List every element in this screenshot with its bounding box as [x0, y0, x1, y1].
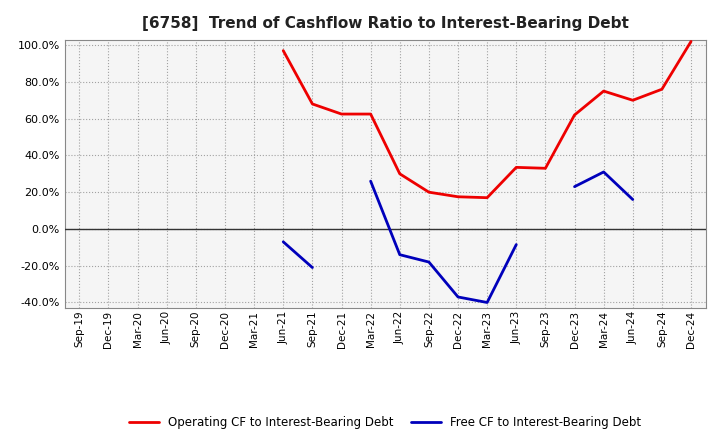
Operating CF to Interest-Bearing Debt [512, 165, 521, 170]
Free CF to Interest-Bearing Debt [308, 265, 317, 270]
Free CF to Interest-Bearing Debt [279, 239, 287, 245]
Operating CF to Interest-Bearing Debt [541, 165, 550, 171]
Operating CF to Interest-Bearing Debt [308, 101, 317, 106]
Free CF to Interest-Bearing Debt [483, 300, 492, 305]
Operating CF to Interest-Bearing Debt [657, 87, 666, 92]
Line: Operating CF to Interest-Bearing Debt: Operating CF to Interest-Bearing Debt [283, 41, 691, 198]
Line: Free CF to Interest-Bearing Debt: Free CF to Interest-Bearing Debt [283, 154, 691, 302]
Operating CF to Interest-Bearing Debt [395, 171, 404, 176]
Operating CF to Interest-Bearing Debt [366, 111, 375, 117]
Free CF to Interest-Bearing Debt [599, 169, 608, 175]
Operating CF to Interest-Bearing Debt [425, 190, 433, 195]
Legend: Operating CF to Interest-Bearing Debt, Free CF to Interest-Bearing Debt: Operating CF to Interest-Bearing Debt, F… [129, 416, 642, 429]
Free CF to Interest-Bearing Debt [366, 179, 375, 184]
Operating CF to Interest-Bearing Debt [599, 88, 608, 94]
Operating CF to Interest-Bearing Debt [337, 111, 346, 117]
Operating CF to Interest-Bearing Debt [570, 112, 579, 117]
Operating CF to Interest-Bearing Debt [483, 195, 492, 200]
Free CF to Interest-Bearing Debt [687, 151, 696, 156]
Operating CF to Interest-Bearing Debt [629, 98, 637, 103]
Title: [6758]  Trend of Cashflow Ratio to Interest-Bearing Debt: [6758] Trend of Cashflow Ratio to Intere… [142, 16, 629, 32]
Free CF to Interest-Bearing Debt [570, 184, 579, 189]
Free CF to Interest-Bearing Debt [454, 294, 462, 300]
Free CF to Interest-Bearing Debt [395, 252, 404, 257]
Free CF to Interest-Bearing Debt [629, 197, 637, 202]
Operating CF to Interest-Bearing Debt [454, 194, 462, 199]
Operating CF to Interest-Bearing Debt [279, 48, 287, 53]
Free CF to Interest-Bearing Debt [425, 260, 433, 265]
Operating CF to Interest-Bearing Debt [687, 39, 696, 44]
Free CF to Interest-Bearing Debt [512, 242, 521, 247]
